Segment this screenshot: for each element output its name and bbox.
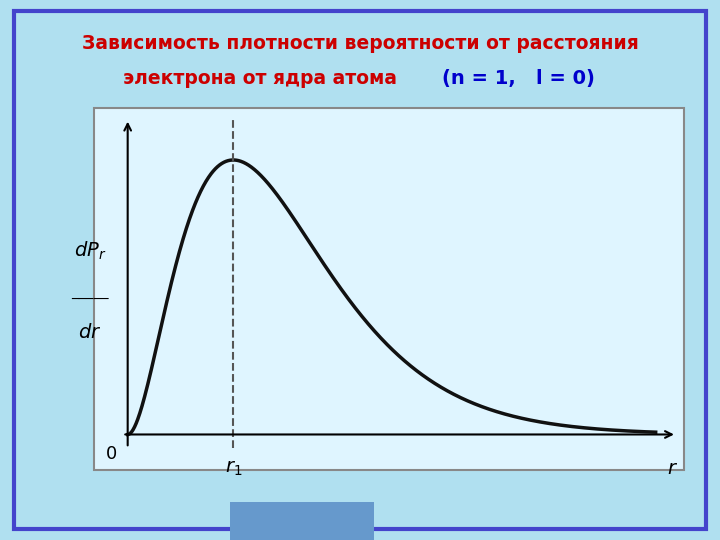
FancyBboxPatch shape [94, 108, 684, 470]
Text: 0: 0 [107, 445, 117, 463]
Text: $dr$: $dr$ [78, 322, 102, 342]
Text: (n = 1,   l = 0): (n = 1, l = 0) [442, 69, 595, 88]
Text: $dP_r$: $dP_r$ [73, 240, 107, 262]
Text: электрона от ядра атома: электрона от ядра атома [122, 69, 403, 88]
Text: $r_1$: $r_1$ [225, 459, 242, 478]
Text: r: r [667, 459, 675, 478]
Text: ─────: ───── [71, 293, 109, 306]
FancyBboxPatch shape [14, 11, 706, 529]
Text: Зависимость плотности вероятности от расстояния: Зависимость плотности вероятности от рас… [81, 33, 639, 53]
FancyBboxPatch shape [230, 502, 374, 540]
